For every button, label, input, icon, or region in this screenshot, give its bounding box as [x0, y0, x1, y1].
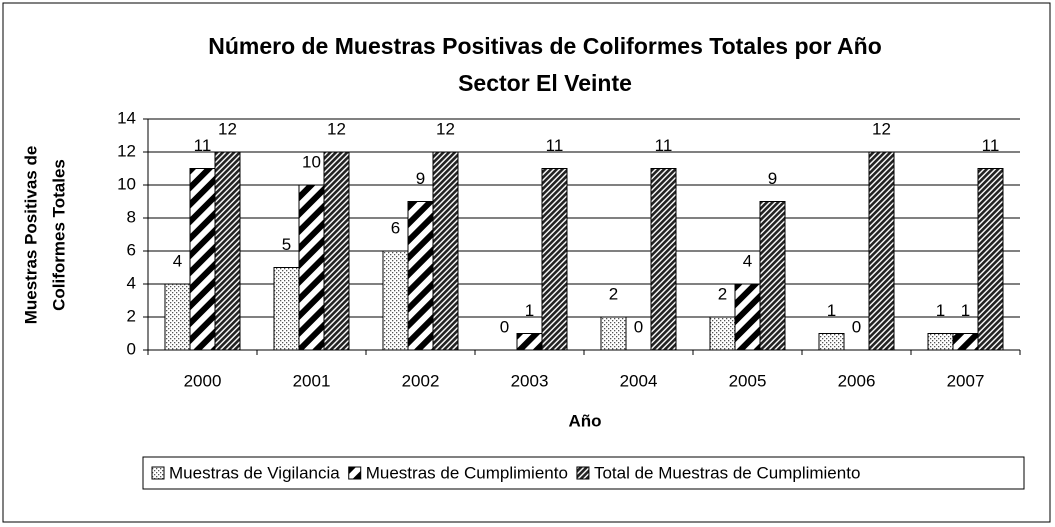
y-tick-label: 6	[127, 240, 136, 259]
x-tick-label: 2001	[293, 371, 331, 390]
value-label: 12	[872, 119, 891, 138]
x-tick-label: 2002	[402, 371, 440, 390]
bar	[164, 283, 191, 351]
bar	[952, 333, 979, 351]
value-label: 11	[194, 136, 212, 155]
y-tick-label: 10	[117, 174, 136, 193]
y-tick-label: 12	[117, 141, 136, 160]
y-tick-label: 14	[117, 108, 136, 127]
y-axis-label: Coliformes Totales	[49, 159, 68, 311]
bar	[273, 267, 300, 351]
value-label: 1	[525, 301, 534, 320]
value-label: 12	[327, 119, 346, 138]
y-tick-label: 0	[127, 339, 136, 358]
value-label: 0	[634, 317, 643, 336]
value-label: 0	[852, 317, 861, 336]
bar	[516, 333, 543, 351]
legend-swatch	[576, 466, 590, 480]
value-label: 12	[436, 119, 455, 138]
bar	[407, 201, 434, 351]
bar	[734, 283, 761, 351]
value-label: 1	[827, 301, 836, 320]
bar	[323, 151, 350, 351]
value-label: 11	[546, 136, 564, 155]
bar	[432, 151, 459, 351]
bar	[818, 333, 845, 351]
bar	[650, 168, 677, 351]
x-tick-label: 2006	[838, 371, 876, 390]
legend-label: Muestras de Cumplimiento	[366, 463, 568, 482]
bar	[977, 168, 1004, 351]
bar	[298, 184, 325, 351]
bar	[759, 201, 786, 351]
x-tick-label: 2005	[729, 371, 767, 390]
bar	[189, 168, 216, 351]
bar	[214, 151, 241, 351]
bar	[927, 333, 954, 351]
chart-subtitle: Sector El Veinte	[458, 70, 632, 96]
legend-swatch	[151, 466, 165, 480]
value-label: 5	[282, 235, 291, 254]
value-label: 6	[391, 218, 400, 237]
value-label: 2	[718, 284, 727, 303]
y-axis-label: Muestras Positivas de	[21, 146, 40, 325]
value-label: 1	[936, 301, 945, 320]
legend-swatch	[348, 466, 362, 480]
x-tick-label: 2003	[511, 371, 549, 390]
value-label: 11	[982, 136, 1000, 155]
value-label: 9	[768, 169, 777, 188]
bar	[868, 151, 895, 351]
value-label: 11	[655, 136, 673, 155]
value-label: 0	[500, 317, 509, 336]
bar	[541, 168, 568, 351]
bar	[709, 316, 736, 351]
x-tick-label: 2004	[620, 371, 658, 390]
x-axis-label: Año	[568, 411, 601, 430]
value-label: 10	[302, 152, 321, 171]
value-label: 9	[416, 169, 425, 188]
x-tick-label: 2000	[184, 371, 222, 390]
value-label: 12	[218, 119, 237, 138]
y-tick-label: 2	[127, 306, 136, 325]
legend-label: Muestras de Vigilancia	[169, 463, 340, 482]
legend-label: Total de Muestras de Cumplimiento	[594, 463, 860, 482]
chart-title: Número de Muestras Positivas de Coliform…	[208, 33, 882, 59]
y-tick-label: 4	[127, 273, 136, 292]
x-tick-label: 2007	[947, 371, 985, 390]
value-label: 4	[173, 251, 182, 270]
value-label: 4	[743, 251, 752, 270]
bar	[382, 250, 409, 351]
value-label: 1	[961, 301, 970, 320]
y-tick-label: 8	[127, 207, 136, 226]
value-label: 2	[609, 284, 618, 303]
bar	[600, 316, 627, 351]
